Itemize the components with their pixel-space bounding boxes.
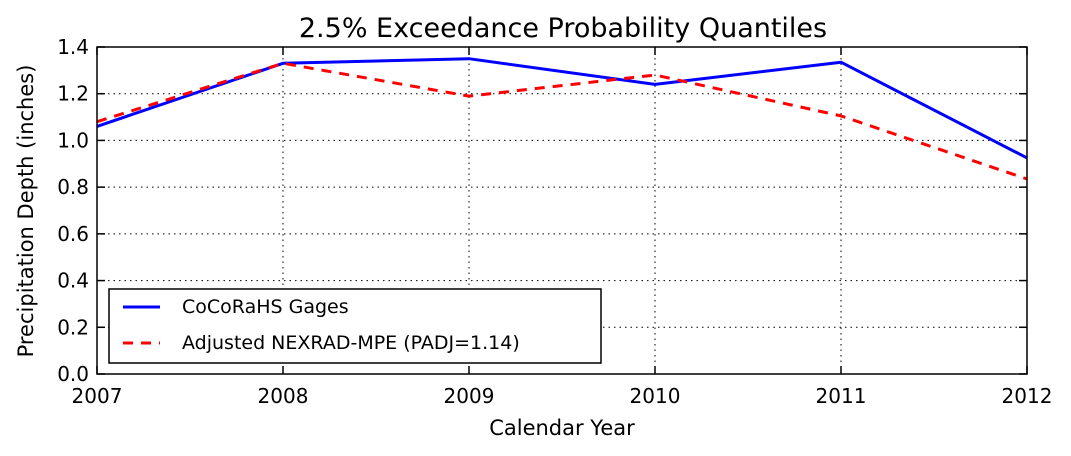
y-tick-labels: 0.0 0.2 0.4 0.6 0.8 1.0 1.2 1.4 [57, 35, 89, 386]
x-tick-labels: 2007 2008 2009 2010 2011 2012 [72, 384, 1053, 408]
y-tick-label: 1.4 [57, 35, 89, 59]
axis-ticks [96, 46, 1028, 375]
legend: CoCoRaHS Gages Adjusted NEXRAD-MPE (PADJ… [108, 288, 602, 364]
x-tick-label: 2012 [1002, 384, 1053, 408]
y-axis-label: Precipitation Depth (inches) [14, 65, 38, 358]
chart-title: 2.5% Exceedance Probability Quantiles [299, 13, 827, 44]
y-tick-label: 1.2 [57, 82, 89, 106]
x-tick-label: 2008 [258, 384, 309, 408]
series-line-1 [96, 61, 1028, 181]
x-tick-label: 2011 [816, 384, 867, 408]
plot-area-frame [96, 46, 1028, 375]
legend-label-nexrad: Adjusted NEXRAD-MPE (PADJ=1.14) [182, 332, 520, 354]
y-tick-label: 1.0 [57, 128, 89, 152]
y-tick-label: 0.0 [57, 362, 89, 386]
y-tick-label: 0.2 [57, 315, 89, 339]
y-tick-label: 0.6 [57, 222, 89, 246]
x-tick-label: 2009 [444, 384, 495, 408]
x-tick-label: 2007 [72, 384, 123, 408]
x-tick-label: 2010 [630, 384, 681, 408]
series-lines [96, 57, 1028, 181]
series-line-0 [96, 57, 1028, 160]
legend-label-cocorahs: CoCoRaHS Gages [182, 296, 349, 318]
legend-box [108, 288, 602, 364]
y-tick-label: 0.4 [57, 269, 89, 293]
x-axis-label: Calendar Year [489, 416, 635, 440]
y-tick-label: 0.8 [57, 175, 89, 199]
